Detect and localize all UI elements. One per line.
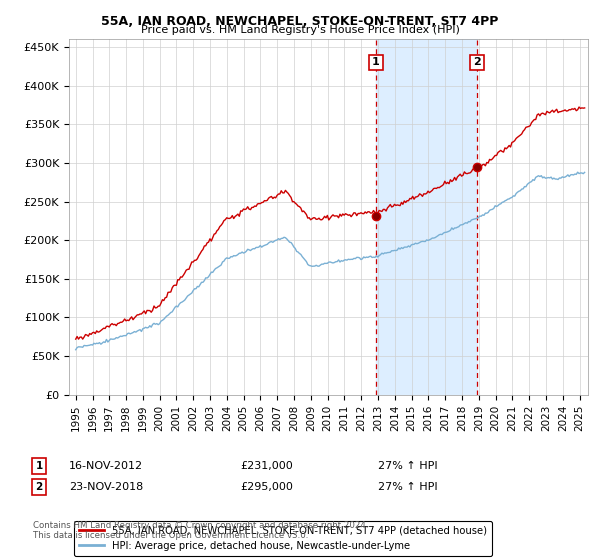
Text: This data is licensed under the Open Government Licence v3.0.: This data is licensed under the Open Gov… — [33, 531, 308, 540]
Text: £231,000: £231,000 — [240, 461, 293, 471]
Text: 55A, IAN ROAD, NEWCHAPEL, STOKE-ON-TRENT, ST7 4PP: 55A, IAN ROAD, NEWCHAPEL, STOKE-ON-TRENT… — [101, 15, 499, 27]
Text: 2: 2 — [473, 57, 481, 67]
Bar — [376, 39, 477, 395]
Text: 1: 1 — [372, 57, 380, 67]
Text: 23-NOV-2018: 23-NOV-2018 — [69, 482, 143, 492]
Text: 16-NOV-2012: 16-NOV-2012 — [69, 461, 143, 471]
Text: 1: 1 — [35, 461, 43, 471]
Text: 2: 2 — [35, 482, 43, 492]
Legend: 55A, IAN ROAD, NEWCHAPEL, STOKE-ON-TRENT, ST7 4PP (detached house), HPI: Average: 55A, IAN ROAD, NEWCHAPEL, STOKE-ON-TRENT… — [74, 521, 492, 556]
Text: 27% ↑ HPI: 27% ↑ HPI — [378, 482, 437, 492]
Text: Price paid vs. HM Land Registry's House Price Index (HPI): Price paid vs. HM Land Registry's House … — [140, 25, 460, 35]
Text: 27% ↑ HPI: 27% ↑ HPI — [378, 461, 437, 471]
Text: £295,000: £295,000 — [240, 482, 293, 492]
Text: Contains HM Land Registry data © Crown copyright and database right 2024.: Contains HM Land Registry data © Crown c… — [33, 521, 368, 530]
